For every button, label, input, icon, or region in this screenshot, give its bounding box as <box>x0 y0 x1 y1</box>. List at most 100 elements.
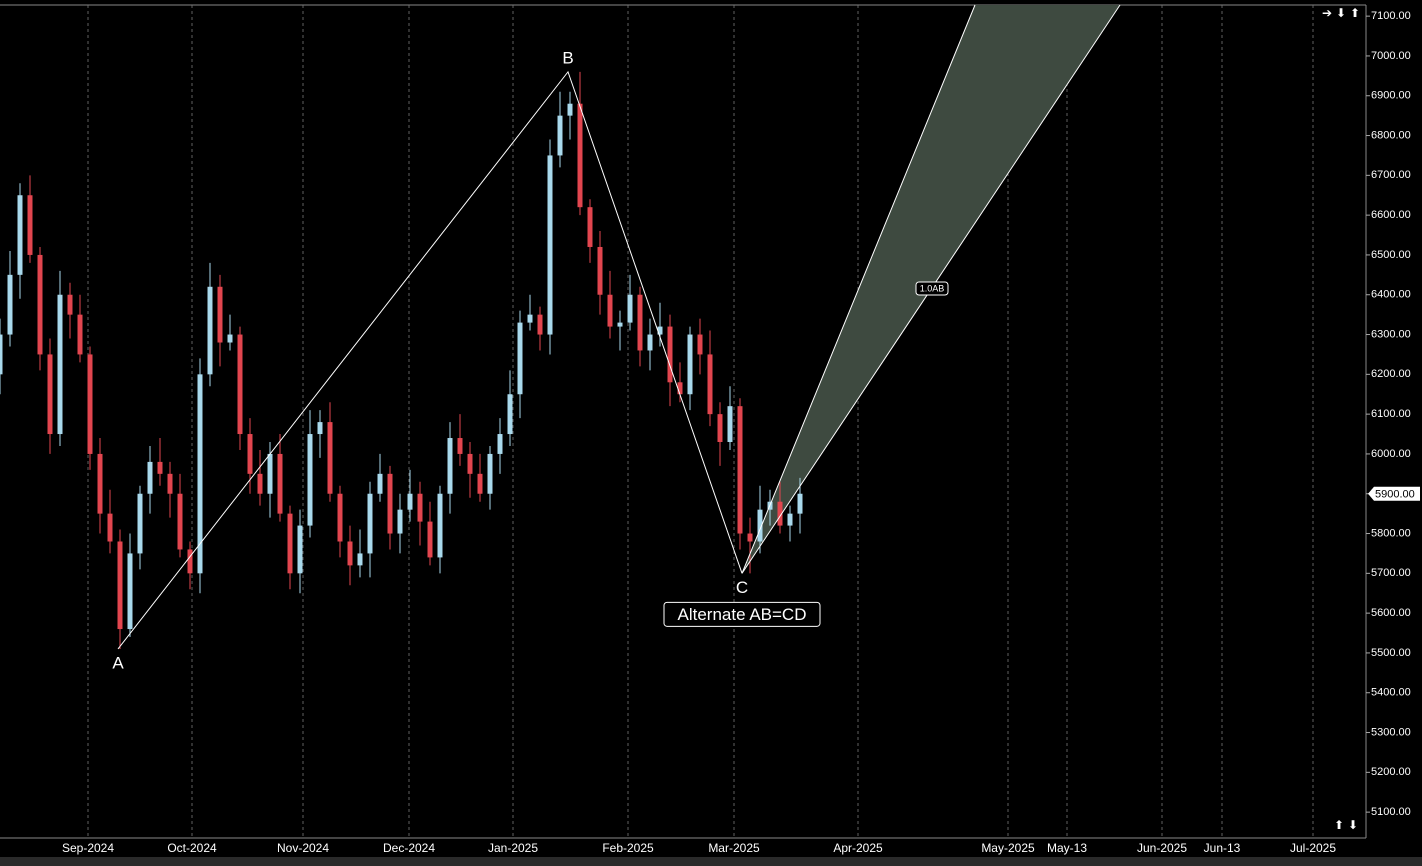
candle-body <box>397 509 403 534</box>
candle-body <box>147 461 153 494</box>
candle-body <box>177 493 183 550</box>
candle-body <box>517 322 523 395</box>
candle-body <box>757 509 763 542</box>
candle-body <box>427 521 433 558</box>
candle-body <box>787 513 793 526</box>
candle-body <box>747 533 753 542</box>
arrow-icon[interactable]: ⬆ <box>1350 6 1360 20</box>
candle-body <box>557 115 563 156</box>
candle-body <box>197 374 203 574</box>
candle-body <box>157 461 163 474</box>
candle-body <box>127 553 133 630</box>
x-tick-label: Jan-2025 <box>488 841 538 855</box>
y-tick-label: 6700.00 <box>1371 169 1411 181</box>
x-tick-label: Jul-2025 <box>1290 841 1336 855</box>
candle-body <box>227 334 233 343</box>
y-tick-label: 6000.00 <box>1371 448 1411 460</box>
candle-body <box>417 493 423 522</box>
x-tick-label: May-2025 <box>981 841 1035 855</box>
y-tick-label: 6900.00 <box>1371 90 1411 102</box>
candle-body <box>87 354 93 454</box>
pattern-point-label: A <box>112 653 124 672</box>
pattern-point-label: B <box>562 48 573 67</box>
candle-body <box>27 195 33 255</box>
y-tick-label: 7100.00 <box>1371 10 1411 22</box>
x-tick-label: Dec-2024 <box>383 841 435 855</box>
candle-body <box>327 422 333 494</box>
y-tick-label: 6400.00 <box>1371 289 1411 301</box>
y-tick-label: 6500.00 <box>1371 249 1411 261</box>
candle-body <box>597 246 603 295</box>
candle-body <box>647 334 653 351</box>
candle-body <box>267 453 273 494</box>
candle-body <box>67 294 73 315</box>
candle-body <box>57 294 63 435</box>
candle-body <box>437 493 443 558</box>
candle-body <box>17 195 23 275</box>
candle-body <box>737 406 743 534</box>
candle-body <box>457 438 463 454</box>
x-tick-label: Mar-2025 <box>708 841 760 855</box>
candle-body <box>527 314 533 323</box>
candle-body <box>697 334 703 355</box>
candle-body <box>217 286 223 343</box>
candle-body <box>707 354 713 415</box>
candle-body <box>247 434 253 474</box>
candle-body <box>727 406 733 442</box>
pattern-name: Alternate AB=CD <box>678 605 807 624</box>
ratio-box <box>915 281 949 296</box>
candle-body <box>567 103 573 116</box>
y-tick-label: 5100.00 <box>1371 806 1411 818</box>
scroll-arrows[interactable]: ➔ ⬇ ⬆ ⬆ ⬇ <box>1322 6 1360 832</box>
y-tick-label: 5800.00 <box>1371 527 1411 539</box>
arrow-icon[interactable]: ⬆ <box>1334 818 1344 832</box>
candle-body <box>667 326 673 383</box>
candle-body <box>357 553 363 566</box>
candle-body <box>187 549 193 574</box>
arrow-icon[interactable]: ⬇ <box>1336 6 1346 20</box>
y-tick-label: 6100.00 <box>1371 408 1411 420</box>
candle-body <box>777 501 783 526</box>
candle-body <box>347 541 353 566</box>
y-tick-label: 6600.00 <box>1371 209 1411 221</box>
candle-body <box>257 473 263 494</box>
candle-body <box>47 354 53 435</box>
candle-body <box>487 453 493 494</box>
candle-body <box>497 434 503 454</box>
x-tick-label: May-13 <box>1047 841 1087 855</box>
candle-body <box>277 453 283 514</box>
candle-body <box>467 453 473 474</box>
arrow-icon[interactable]: ⬇ <box>1348 818 1358 832</box>
last-price-label: 5900.00 <box>1375 489 1415 501</box>
y-tick-label: 5300.00 <box>1371 726 1411 738</box>
candle-body <box>547 155 553 335</box>
candle-body <box>107 513 113 542</box>
candle-body <box>137 493 143 554</box>
last-price-box <box>1368 486 1420 501</box>
tab-strip[interactable] <box>0 857 1422 866</box>
arrow-icon[interactable]: ➔ <box>1322 6 1332 20</box>
candle-body <box>587 207 593 247</box>
candle-body <box>237 334 243 435</box>
candle-body <box>207 286 213 375</box>
candle-body <box>77 314 83 355</box>
candle-body <box>167 473 173 494</box>
y-tick-label: 6300.00 <box>1371 328 1411 340</box>
candle-body <box>637 294 643 351</box>
candle-body <box>537 314 543 335</box>
candle-body <box>507 394 513 435</box>
candle-body <box>307 434 313 526</box>
candle-body <box>97 453 103 514</box>
candle-body <box>687 334 693 395</box>
candle-body <box>7 274 13 335</box>
candle-body <box>617 322 623 327</box>
projection-line <box>741 4 976 574</box>
pattern-point-label: C <box>736 578 748 597</box>
y-tick-label: 5500.00 <box>1371 647 1411 659</box>
candle-body <box>607 294 613 327</box>
candle-body <box>387 473 393 534</box>
y-tick-label: 7000.00 <box>1371 50 1411 62</box>
